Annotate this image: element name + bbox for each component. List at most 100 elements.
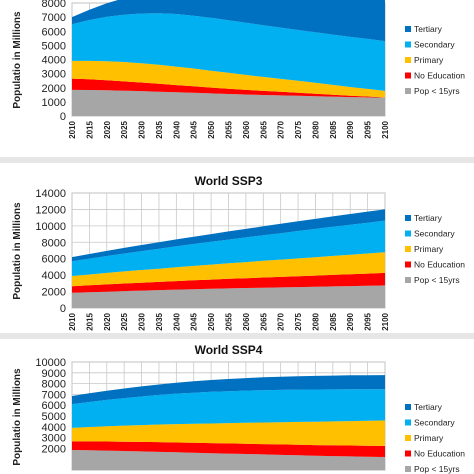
panel-ssp4: 2000 3000 4000 5000 6000 7000 8000 9000 10000 Pop…: [0, 339, 474, 474]
legend-swatch: [405, 435, 411, 441]
x-tick-label: 2055: [225, 312, 234, 330]
x-tick-label: 2080: [311, 312, 320, 330]
area-series-primary: [72, 60, 385, 98]
chart-ssp3: 0 2000 4000 6000 8000 10000 12000 14000 2010 2015…: [12, 174, 465, 331]
legend-label: No Education: [414, 71, 465, 81]
y-tick-label: 6000: [42, 26, 66, 38]
area-series-no-education: [72, 441, 385, 457]
area-series-primary: [72, 252, 385, 287]
y-tick-label: 7000: [42, 389, 66, 401]
x-tick-label: 2090: [346, 120, 355, 138]
x-tick-label: 2015: [85, 120, 94, 138]
x-tick-label: 2080: [311, 120, 320, 138]
chart-top: 0 1000 2000 3000 4000 5000 6000 7000 8000 2010 201…: [12, 0, 465, 139]
panel-divider: [0, 157, 474, 163]
x-tick-label: 2050: [207, 120, 216, 138]
legend-label: Tertiary: [414, 24, 443, 34]
y-tick-label: 4000: [42, 422, 66, 434]
legend-label: Primary: [414, 244, 444, 254]
x-tick-label: 2025: [120, 312, 129, 330]
x-tick-label: 2045: [190, 312, 199, 330]
legend-label: Secondary: [414, 418, 455, 428]
x-tick-label: 2020: [103, 312, 112, 330]
legend-label: No Education: [414, 260, 465, 270]
y-tick-label: 10000: [35, 357, 66, 369]
chart-title: World SSP4: [195, 343, 263, 357]
x-tick-label: 2075: [294, 120, 303, 138]
legend-label: Pop < 15yrs: [414, 464, 460, 474]
x-tick-label: 2065: [259, 312, 268, 330]
legend-label: Pop < 15yrs: [414, 86, 460, 96]
legend-label: Tertiary: [414, 213, 443, 223]
x-tick-label: 2045: [190, 120, 199, 138]
panel-ssp3: 0 2000 4000 6000 8000 10000 12000 14000 2010 2015…: [0, 163, 474, 333]
y-tick-label: 0: [60, 303, 66, 315]
legend-swatch: [405, 215, 411, 221]
legend-swatch: [405, 246, 411, 252]
legend-swatch: [405, 57, 411, 63]
y-tick-label: 4000: [42, 55, 66, 67]
area-series-tertiary: [72, 0, 385, 42]
area-series-pop-15yrs: [72, 450, 385, 470]
x-tick-label: 2025: [120, 120, 129, 138]
y-axis-label: Populatio in Millions: [12, 202, 23, 300]
y-tick-label: 4000: [42, 270, 66, 282]
legend-swatch: [405, 419, 411, 426]
area-series-secondary: [72, 389, 385, 428]
legend-label: No Education: [414, 449, 465, 459]
legend-swatch: [405, 26, 411, 32]
legend-swatch: [405, 72, 411, 79]
x-tick-label: 2095: [364, 312, 373, 330]
panel-divider: [0, 333, 474, 339]
x-tick-label: 2060: [242, 312, 251, 330]
area-series-tertiary: [72, 209, 385, 262]
y-tick-label: 5000: [42, 40, 66, 52]
x-tick-label: 2050: [207, 312, 216, 330]
x-tick-label: 2055: [225, 120, 234, 138]
x-tick-label: 2070: [277, 312, 286, 330]
legend-label: Secondary: [414, 229, 455, 239]
x-tick-label: 2100: [381, 312, 390, 330]
x-tick-label: 2020: [103, 120, 112, 138]
y-tick-label: 2000: [42, 287, 66, 299]
area-series-primary: [72, 420, 385, 446]
legend-label: Primary: [414, 55, 444, 65]
x-tick-label: 2040: [172, 312, 181, 330]
y-tick-label: 7000: [42, 12, 66, 24]
legend-label: Pop < 15yrs: [414, 275, 460, 285]
x-tick-label: 2095: [364, 120, 373, 138]
y-tick-label: 0: [60, 111, 66, 123]
y-tick-label: 10000: [35, 221, 66, 233]
y-tick-label: 14000: [35, 188, 66, 200]
x-tick-label: 2075: [294, 312, 303, 330]
y-tick-label: 2000: [42, 83, 66, 95]
area-series-pop-15yrs: [72, 89, 385, 116]
x-tick-label: 2040: [172, 120, 181, 138]
area-series-no-education: [72, 78, 385, 98]
x-tick-label: 2010: [68, 312, 77, 330]
y-tick-label: 8000: [42, 0, 66, 10]
y-tick-label: 1000: [42, 97, 66, 109]
legend-label: Tertiary: [414, 402, 443, 412]
legend-swatch: [405, 450, 411, 457]
legend-label: Secondary: [414, 40, 455, 50]
legend-swatch: [405, 404, 411, 410]
legend-swatch: [405, 466, 411, 472]
y-tick-label: 6000: [42, 400, 66, 412]
area-series-no-education: [72, 272, 385, 293]
y-axis-label: Populatio in Millions: [12, 11, 23, 109]
panel-top: 0 1000 2000 3000 4000 5000 6000 7000 8000 2010 201…: [0, 0, 474, 157]
area-series-secondary: [72, 220, 385, 276]
y-tick-label: 9000: [42, 368, 66, 380]
y-tick-label: 5000: [42, 411, 66, 423]
x-tick-label: 2035: [155, 120, 164, 138]
area-series-secondary: [72, 13, 385, 91]
x-tick-label: 2070: [277, 120, 286, 138]
x-tick-label: 2065: [259, 120, 268, 138]
x-tick-label: 2085: [329, 312, 338, 330]
legend-swatch: [405, 277, 411, 283]
y-tick-label: 2000: [42, 443, 66, 455]
y-tick-label: 12000: [35, 204, 66, 216]
